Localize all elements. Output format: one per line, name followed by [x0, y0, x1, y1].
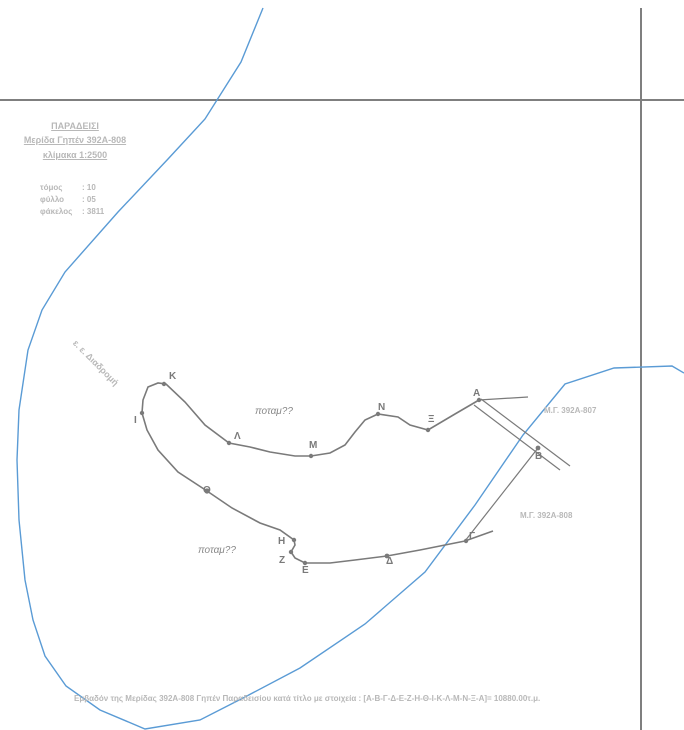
- vertex-label-k: Κ: [169, 371, 177, 382]
- meta-sheet-value: : 05: [82, 195, 96, 204]
- vertex-point-m: [308, 453, 314, 459]
- vertex-label-n: Ν: [378, 402, 386, 413]
- neighbor-line-north-3: [473, 404, 561, 471]
- meta-folder: φάκελος : 3811: [40, 207, 104, 216]
- map-title: ΠΑΡΑΔΕΙΣΙ: [51, 121, 99, 131]
- vertex-point-e: [302, 560, 308, 566]
- vertex-label-i: Ι: [134, 415, 137, 426]
- vertex-label-z: Ζ: [279, 555, 286, 566]
- vertex-point-th: [204, 488, 210, 494]
- vertex-label-d: Δ: [386, 556, 394, 567]
- meta-folder-value: : 3811: [82, 207, 105, 216]
- vertex-point-l: [226, 440, 232, 446]
- neighbor-label-north: Μ.Γ. 392Α-807: [544, 406, 597, 415]
- vertex-point-i: [139, 410, 145, 416]
- vertex-label-b: Β: [535, 451, 543, 462]
- meta-volume-key: τόμος: [40, 183, 63, 192]
- vertex-point-h: [291, 537, 297, 543]
- vertex-label-g: Γ: [469, 531, 476, 542]
- vertex-point-x: [425, 427, 431, 433]
- vertex-point-b: [535, 445, 541, 451]
- map-scale: κλίμακα 1:2500: [42, 150, 108, 160]
- vertex-label-x: Ξ: [428, 414, 435, 425]
- vertex-label-a: Α: [473, 388, 481, 399]
- vertex-label-m: Μ: [309, 440, 318, 451]
- area-statement: Εμβαδόν της Μερίδας 392Α-808 Γηπέν Παραδ…: [74, 694, 541, 703]
- meta-sheet: φύλλο : 05: [40, 195, 96, 204]
- vertex-label-h: Η: [278, 536, 286, 547]
- vertex-point-k: [161, 381, 167, 387]
- vertex-point-a: [476, 397, 482, 403]
- vertex-point-z: [288, 549, 294, 555]
- neighbor-line-east: [464, 447, 539, 542]
- map-subtitle: Μερίδα Γηπέν 392Α-808: [23, 135, 127, 145]
- vertex-label-th: Θ: [203, 485, 211, 496]
- meta-folder-key: φάκελος: [40, 207, 73, 216]
- vertex-label-l: Λ: [234, 431, 241, 442]
- vertex-point-n: [375, 411, 381, 417]
- vertex-point-g: [463, 538, 469, 544]
- parcel-boundary: [141, 382, 494, 564]
- vertex-label-e: Ε: [302, 565, 309, 576]
- neighbor-line-north-2: [480, 398, 571, 467]
- meta-volume: τόμος : 10: [40, 183, 96, 192]
- meta-volume-value: : 10: [82, 183, 96, 192]
- blue-boundary-west: [16, 7, 684, 730]
- river-label-south: ποταμ??: [198, 545, 236, 556]
- vertex-markers: [139, 381, 541, 566]
- meta-sheet-key: φύλλο: [40, 195, 65, 204]
- vertex-point-d: [384, 553, 390, 559]
- neighbor-label-east: Μ.Γ. 392Α-808: [520, 511, 573, 520]
- neighbor-line-north-1: [478, 396, 529, 401]
- river-label-north: ποταμ??: [255, 406, 293, 417]
